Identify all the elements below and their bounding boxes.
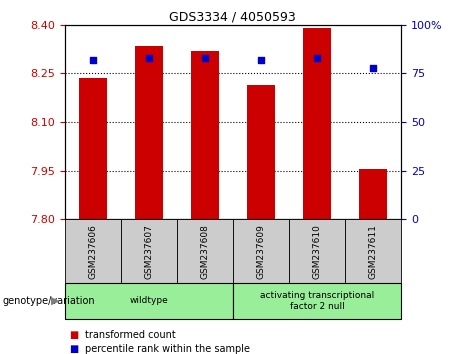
Text: ■: ■ (69, 330, 78, 339)
Bar (65, 219, 121, 283)
Text: ■: ■ (69, 344, 78, 354)
Bar (191, 51, 219, 219)
Point (257, 57, 265, 63)
Bar (345, 219, 401, 283)
Text: GSM237608: GSM237608 (200, 224, 209, 279)
Point (145, 55, 152, 61)
Bar (135, 46, 163, 219)
Text: GSM237606: GSM237606 (88, 224, 97, 279)
Bar (359, 169, 387, 219)
Bar (65, 283, 233, 319)
Point (313, 55, 321, 61)
Text: wildtype: wildtype (129, 296, 168, 306)
Bar (177, 219, 233, 283)
Text: ▶: ▶ (51, 296, 59, 306)
Bar (78, 78, 106, 219)
Bar (289, 219, 345, 283)
Point (201, 55, 208, 61)
Title: GDS3334 / 4050593: GDS3334 / 4050593 (170, 11, 296, 24)
Text: GSM237607: GSM237607 (144, 224, 153, 279)
Bar (303, 28, 331, 219)
Point (369, 65, 377, 70)
Text: activating transcriptional
factor 2 null: activating transcriptional factor 2 null (260, 291, 374, 310)
Text: transformed count: transformed count (85, 330, 176, 339)
Text: GSM237611: GSM237611 (368, 224, 378, 279)
Bar (233, 283, 401, 319)
Text: percentile rank within the sample: percentile rank within the sample (85, 344, 250, 354)
Bar (121, 219, 177, 283)
Bar (233, 219, 289, 283)
Bar (247, 85, 275, 219)
Point (89, 57, 96, 63)
Text: GSM237610: GSM237610 (313, 224, 321, 279)
Text: GSM237609: GSM237609 (256, 224, 266, 279)
Text: genotype/variation: genotype/variation (2, 296, 95, 306)
